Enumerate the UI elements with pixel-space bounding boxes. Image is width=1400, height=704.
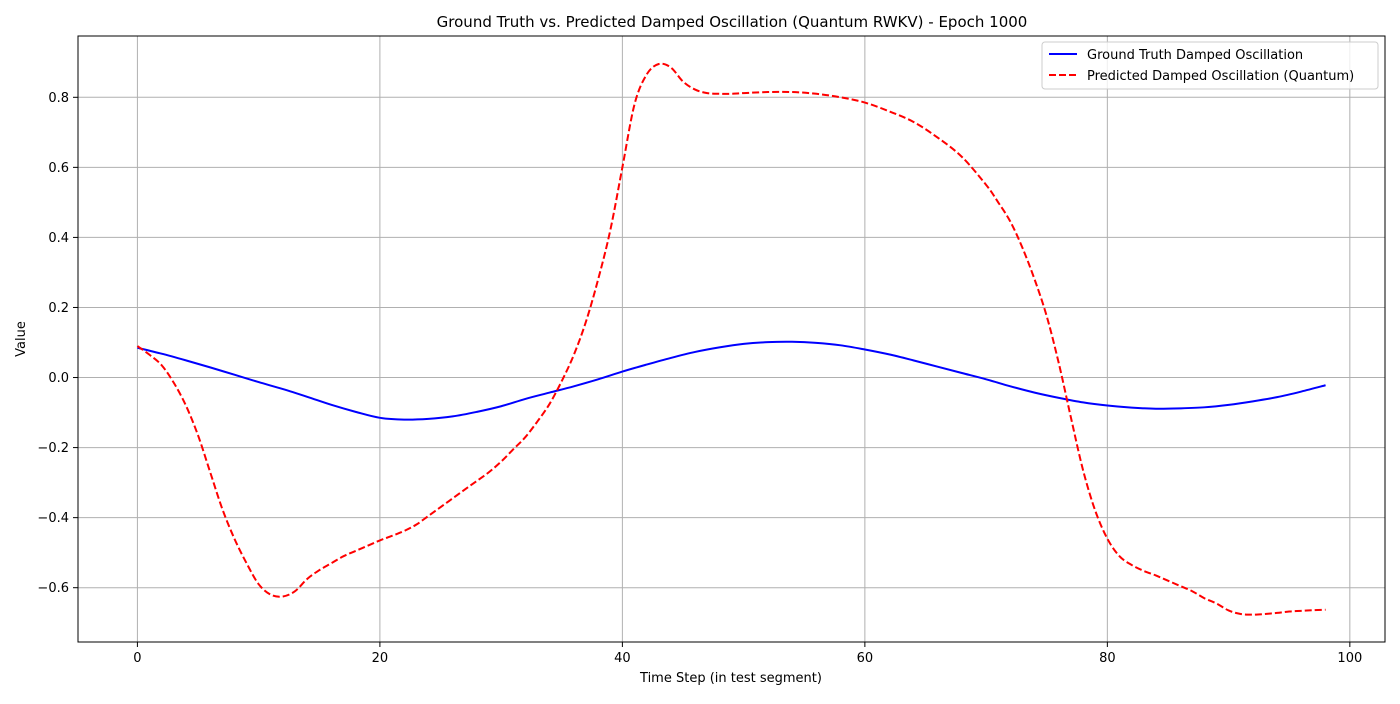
legend-box <box>1041 41 1379 90</box>
x-axis-label: Time Step (in test segment) <box>639 671 822 686</box>
y-tick-label: 0.2 <box>48 301 69 316</box>
series-lines <box>136 62 1326 616</box>
plot-frame <box>77 35 1386 643</box>
x-tick-label: 100 <box>1337 651 1362 666</box>
y-tick-label: −0.2 <box>37 441 69 456</box>
y-axis-label: Value <box>14 321 29 357</box>
y-tick-label: 0.8 <box>48 91 69 106</box>
legend-label-ground-truth: Ground Truth Damped Oscillation <box>1087 48 1303 63</box>
y-tick-label: −0.6 <box>37 581 69 596</box>
x-tick-label: 60 <box>857 651 874 666</box>
x-tick-label: 20 <box>372 651 389 666</box>
chart-title: Ground Truth vs. Predicted Damped Oscill… <box>437 13 1028 31</box>
y-tick-label: 0.4 <box>48 231 69 246</box>
y-tick-label: 0.6 <box>48 161 69 176</box>
y-tick-label: 0.0 <box>48 371 69 386</box>
legend-label-predicted: Predicted Damped Oscillation (Quantum) <box>1087 69 1354 84</box>
ground-truth-line <box>137 340 1326 421</box>
x-tick-label: 40 <box>614 651 631 666</box>
x-tick-label: 0 <box>133 651 141 666</box>
y-tick-label: −0.4 <box>37 511 69 526</box>
predicted-line <box>136 62 1326 616</box>
grid-lines <box>78 36 1385 642</box>
x-tick-label: 80 <box>1099 651 1116 666</box>
axis-ticks: 0 20 40 60 80 100 −0.6 −0.4 −0.2 0.0 0.2 0.4 0.6 0.8 <box>37 91 1362 666</box>
legend: Ground Truth Damped Oscillation Predicte… <box>1041 41 1379 90</box>
